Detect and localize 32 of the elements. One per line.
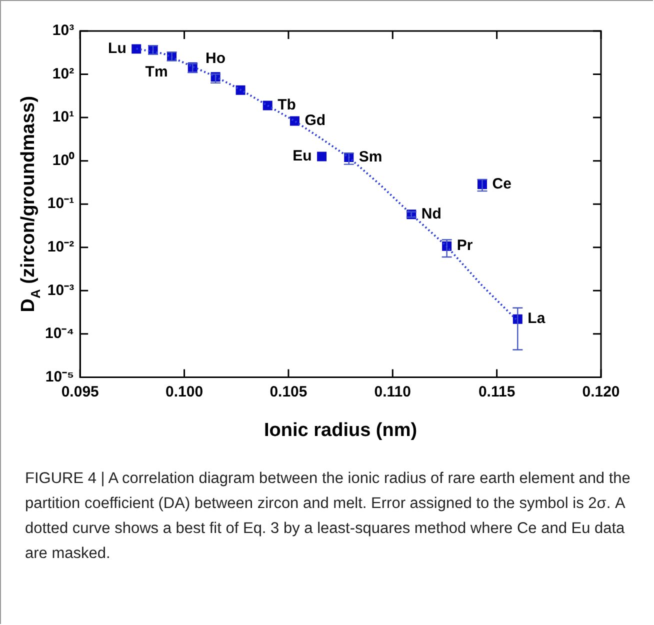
y-tick-label: 10⁻¹ — [47, 195, 74, 212]
annotation: Ce — [492, 176, 512, 193]
x-axis-title: Ionic radius (nm) — [264, 420, 418, 441]
point — [317, 152, 327, 162]
x-tick-label: 0.120 — [582, 383, 620, 400]
x-tick-label: 0.095 — [61, 383, 99, 400]
x-tick-label: 0.115 — [478, 383, 516, 400]
caption: FIGURE 4 | A correlation diagram between the ionic radius of rare earth element and the partition coefficient (DA) between zircon and melt. Error assigned to the symbol is 2σ. A dotted curve shows a best fit of Eq. 3 by a least-squares method where Ce and Eu data are masked. — [25, 469, 632, 564]
annotation: Pr — [456, 237, 473, 254]
y-tick-label: 10⁻² — [47, 238, 74, 256]
annotation: Tm — [145, 63, 168, 80]
y-tick-label: 10² — [52, 65, 74, 82]
annotation: Lu — [108, 40, 126, 58]
x-tick-label: 0.110 — [374, 383, 411, 400]
annotation: Sm — [358, 148, 382, 166]
y-tick-label: 10⁰ — [52, 150, 76, 169]
annotation: Ho — [206, 50, 226, 68]
y-tick-label: 10⁻³ — [47, 282, 74, 299]
annotation: Tb — [278, 96, 296, 114]
y-tick-label: 10⁻⁴ — [44, 325, 74, 342]
annotation: Eu — [292, 148, 312, 165]
x-tick-label: 0.105 — [270, 383, 308, 400]
annotation: Gd — [304, 112, 326, 130]
annotation: Nd — [421, 205, 442, 222]
y-tick-label: 10⁻⁵ — [45, 368, 74, 386]
point — [132, 44, 142, 54]
y-tick-label: 10³ — [52, 22, 74, 40]
y-axis-title: DA (zircon/groundmass) — [18, 96, 43, 312]
point — [290, 116, 300, 126]
annotation: La — [528, 310, 546, 328]
x-tick-label: 0.100 — [166, 383, 204, 400]
y-tick-label: 10¹ — [52, 108, 74, 126]
